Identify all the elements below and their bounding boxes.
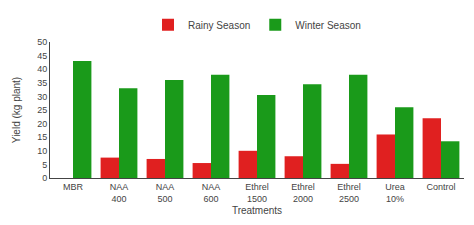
svg-text:NAA400: NAA400 [110, 182, 129, 204]
svg-text:NAA500: NAA500 [156, 182, 175, 204]
svg-text:10: 10 [37, 146, 47, 156]
svg-text:Treatments: Treatments [232, 205, 282, 216]
svg-text:25: 25 [37, 105, 47, 115]
svg-text:Rainy Season: Rainy Season [188, 20, 250, 31]
svg-text:Winter Season: Winter Season [295, 20, 361, 31]
svg-text:5: 5 [42, 160, 47, 170]
svg-text:15: 15 [37, 132, 47, 142]
svg-text:Ethrel1500: Ethrel1500 [245, 182, 269, 204]
svg-text:Ethrel2000: Ethrel2000 [291, 182, 315, 204]
svg-text:30: 30 [37, 92, 47, 102]
svg-text:0: 0 [42, 173, 47, 183]
svg-text:Urea10%: Urea10% [385, 182, 405, 204]
svg-text:40: 40 [37, 64, 47, 74]
svg-text:45: 45 [37, 51, 47, 61]
svg-text:Yield (kg plant): Yield (kg plant) [11, 77, 22, 143]
svg-text:50: 50 [37, 37, 47, 47]
svg-text:Control: Control [426, 182, 455, 192]
svg-text:20: 20 [37, 119, 47, 129]
svg-text:MBR: MBR [63, 182, 84, 192]
svg-text:NAA600: NAA600 [202, 182, 221, 204]
svg-text:35: 35 [37, 78, 47, 88]
svg-text:Ethrel2500: Ethrel2500 [337, 182, 361, 204]
